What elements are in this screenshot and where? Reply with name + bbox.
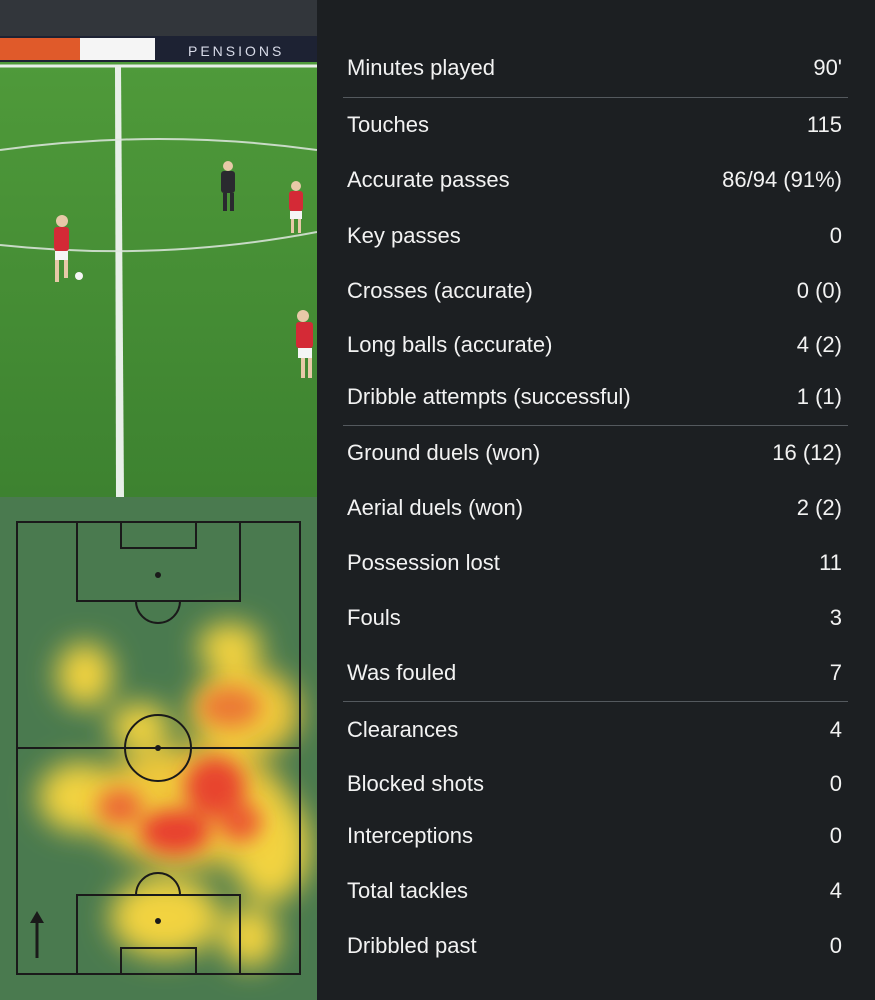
stat-row-was-fouled: Was fouled 7	[347, 653, 842, 693]
stat-row-touches: Touches 115	[347, 105, 842, 145]
stat-value: 115	[806, 112, 842, 137]
stat-row-long-balls: Long balls (accurate) 4 (2)	[347, 325, 842, 365]
stat-label: Long balls (accurate)	[347, 332, 553, 357]
stat-row-minutes-played: Minutes played 90'	[347, 48, 842, 88]
section-divider	[343, 97, 848, 98]
stat-row-key-passes: Key passes 0	[347, 216, 842, 256]
pitch-grass	[0, 62, 317, 497]
stat-value: 0 (0)	[796, 278, 842, 303]
ad-board-text: PENSIONS	[188, 43, 284, 59]
center-spot	[155, 745, 161, 751]
stat-label: Fouls	[347, 605, 401, 630]
stat-row-blocked-shots: Blocked shots 0	[347, 764, 842, 804]
player-heatmap	[0, 497, 317, 1000]
stat-value: 0	[829, 823, 842, 848]
stat-value: 4	[829, 717, 842, 742]
stat-label: Crosses (accurate)	[347, 278, 533, 303]
left-media-column: PENSIONS	[0, 0, 317, 1000]
top-penalty-spot	[155, 572, 161, 578]
stat-value: 1 (1)	[796, 384, 842, 409]
section-divider	[343, 425, 848, 426]
stat-value: 86/94 (91%)	[722, 167, 842, 192]
stat-value: 11	[819, 550, 842, 575]
stat-row-dribble-attempts: Dribble attempts (successful) 1 (1)	[347, 377, 842, 417]
stat-value: 90'	[813, 55, 842, 80]
player-red-ball-carrier	[54, 215, 69, 282]
stat-row-total-tackles: Total tackles 4	[347, 871, 842, 911]
heatmap-pitch	[0, 497, 317, 1000]
stat-row-crosses: Crosses (accurate) 0 (0)	[347, 271, 842, 311]
center-circle-bottom	[0, 231, 317, 253]
up-arrow-icon	[30, 911, 44, 958]
pitch-markings	[16, 521, 301, 975]
stat-value: 0	[829, 933, 842, 958]
halfway-line	[115, 66, 124, 497]
ad-board-white	[80, 38, 155, 60]
stat-label: Dribbled past	[347, 933, 477, 958]
stat-label: Was fouled	[347, 660, 457, 685]
stat-label: Touches	[347, 112, 429, 137]
stat-label: Blocked shots	[347, 771, 484, 796]
stat-label: Minutes played	[347, 55, 495, 80]
stat-value: 4	[829, 878, 842, 903]
stat-label: Possession lost	[347, 550, 500, 575]
heat-zones-hot	[98, 687, 262, 854]
stat-label: Key passes	[347, 223, 461, 248]
stat-row-accurate-passes: Accurate passes 86/94 (91%)	[347, 160, 842, 200]
player-goalkeeper	[221, 161, 235, 211]
stats-panel: Minutes played 90' Touches 115 Accurate …	[317, 0, 875, 1000]
stat-value: 0	[829, 223, 842, 248]
stat-row-clearances: Clearances 4	[347, 710, 842, 750]
stat-row-possession-lost: Possession lost 11	[347, 543, 842, 583]
stat-label: Aerial duels (won)	[347, 495, 524, 520]
stat-row-fouls: Fouls 3	[347, 598, 842, 638]
player-red-1	[289, 181, 303, 233]
stat-row-dribbled-past: Dribbled past 0	[347, 926, 842, 966]
stat-label: Clearances	[347, 717, 459, 742]
stat-value: 3	[829, 605, 842, 630]
stat-label: Dribble attempts (successful)	[347, 384, 631, 409]
stat-value: 7	[829, 660, 842, 685]
ad-board-orange	[0, 38, 80, 60]
bottom-penalty-spot	[155, 918, 161, 924]
match-video-scene: PENSIONS	[0, 0, 317, 497]
stat-value: 16 (12)	[772, 440, 842, 465]
stat-label: Accurate passes	[347, 167, 510, 192]
section-divider	[343, 701, 848, 702]
stat-value: 2 (2)	[796, 495, 842, 520]
stat-label: Ground duels (won)	[347, 440, 541, 465]
stat-row-interceptions: Interceptions 0	[347, 816, 842, 856]
stat-value: 4 (2)	[796, 332, 842, 357]
stat-row-aerial-duels: Aerial duels (won) 2 (2)	[347, 488, 842, 528]
stat-label: Interceptions	[347, 823, 473, 848]
match-video-frame[interactable]: PENSIONS	[0, 0, 317, 497]
center-circle-top	[0, 138, 317, 151]
stat-value: 0	[829, 771, 842, 796]
player-red-2	[296, 310, 313, 378]
stat-label: Total tackles	[347, 878, 469, 903]
stat-row-ground-duels: Ground duels (won) 16 (12)	[347, 433, 842, 473]
football	[75, 272, 83, 280]
